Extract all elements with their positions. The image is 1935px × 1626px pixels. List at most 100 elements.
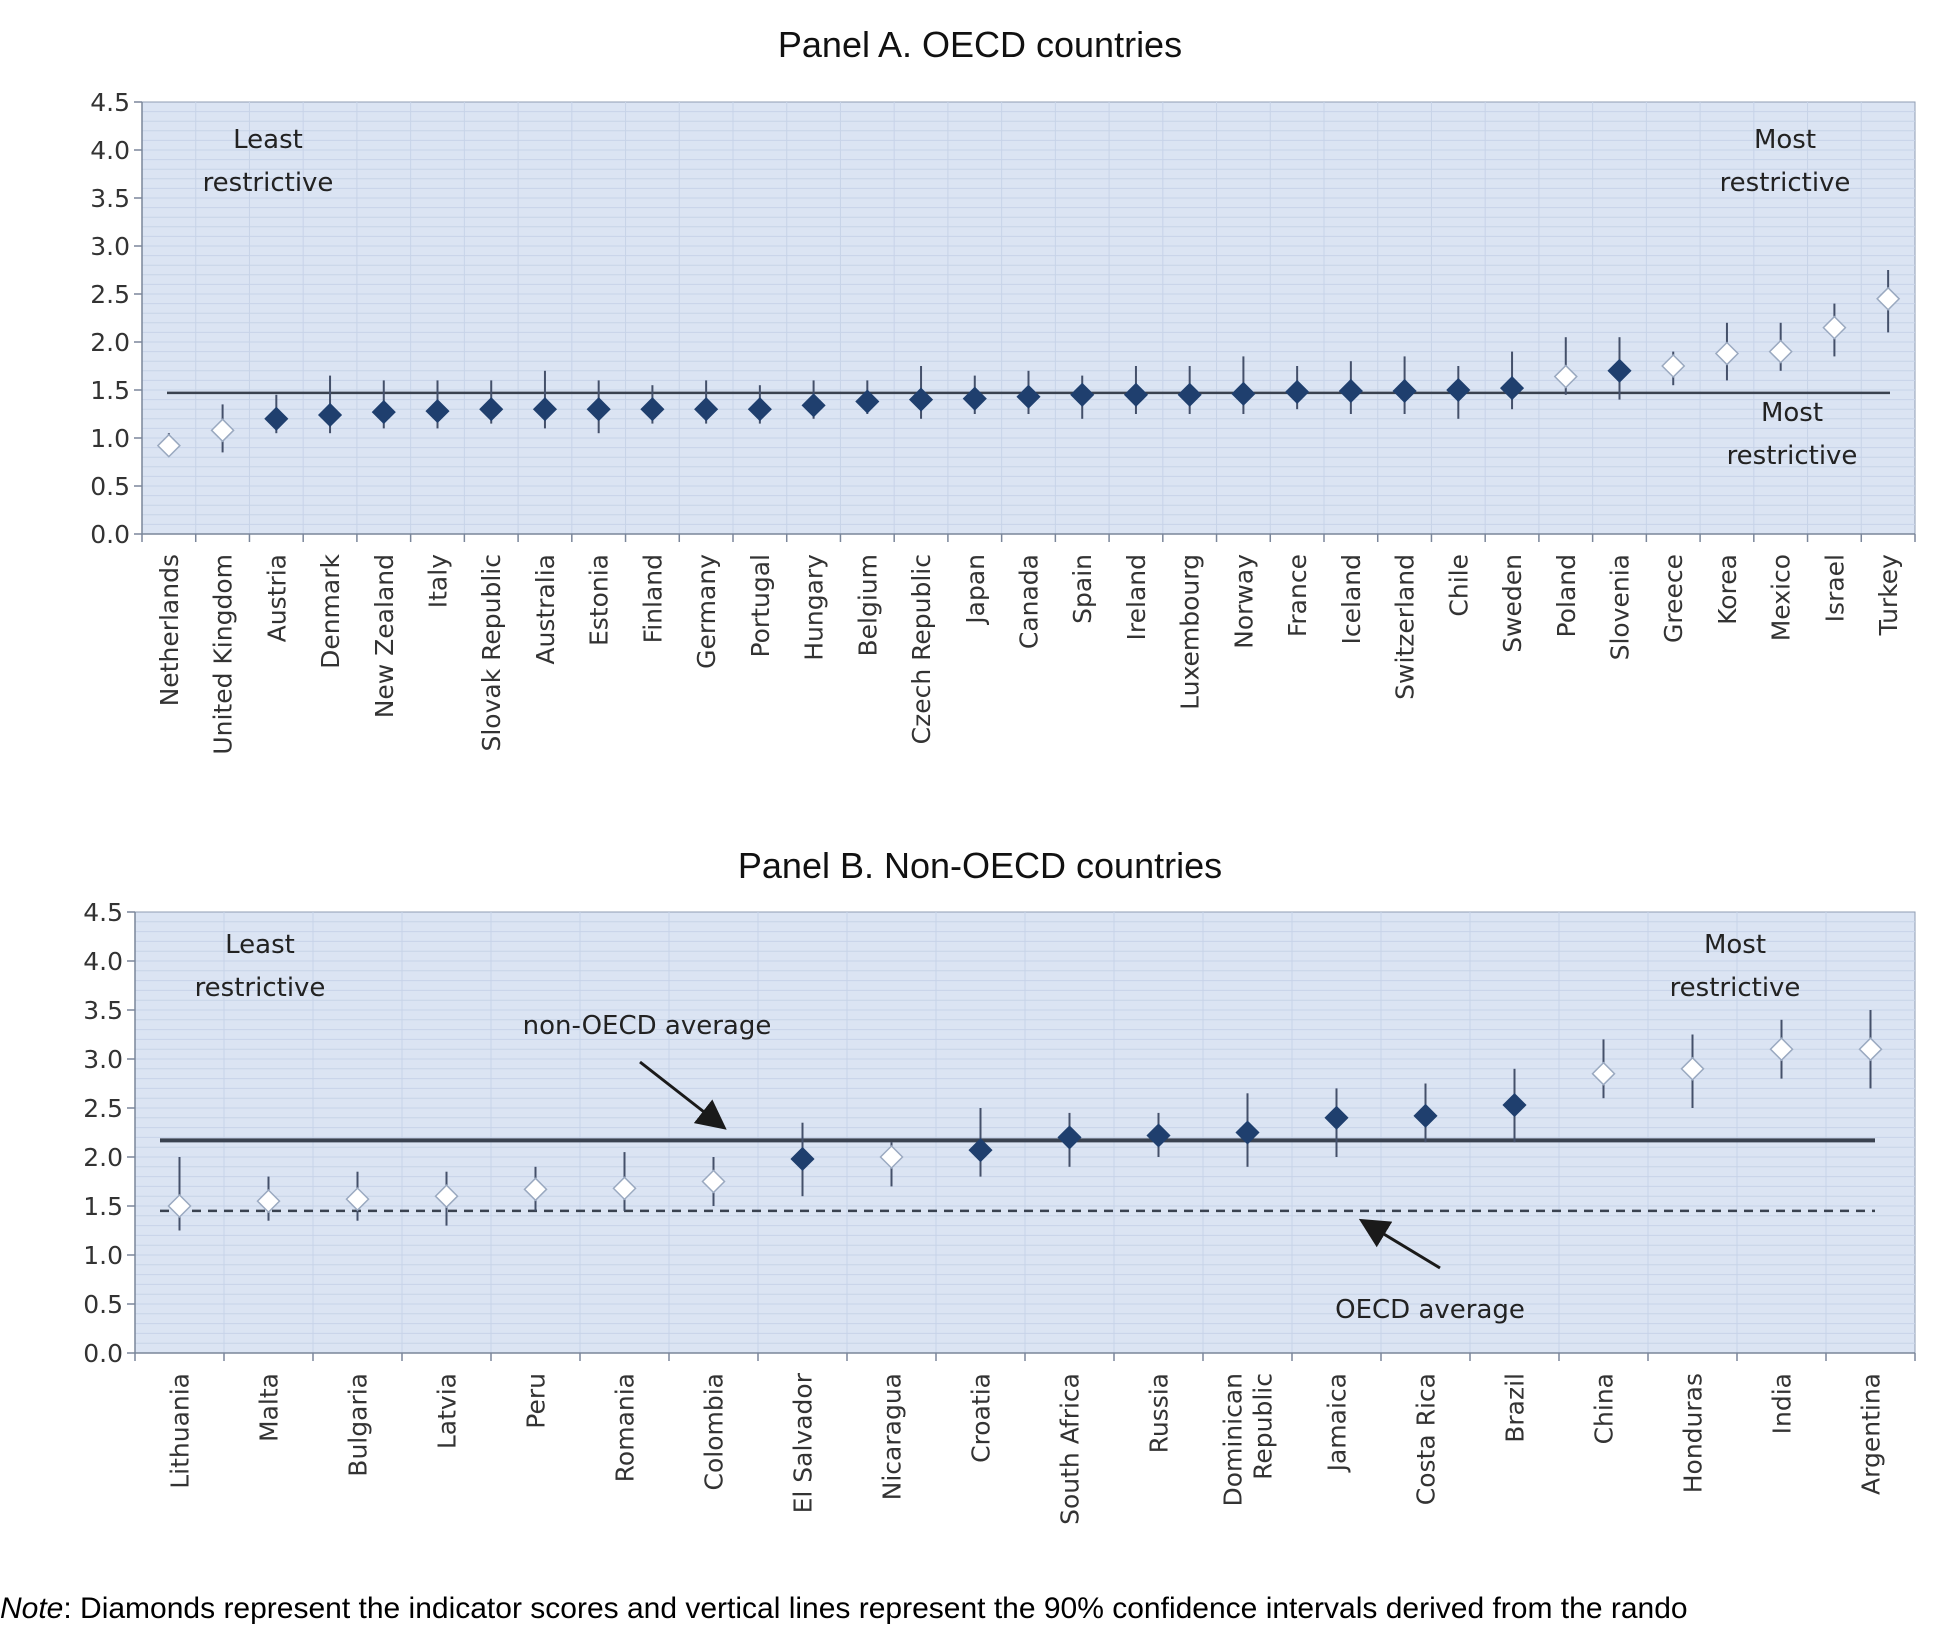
x-tick-label: Lithuania <box>166 1373 195 1489</box>
x-tick-label: Dominican <box>1219 1373 1248 1507</box>
x-tick-label: Romania <box>611 1373 640 1482</box>
y-tick-label: 2.0 <box>90 328 130 357</box>
non-oecd-average-label: non-OECD average <box>523 1011 772 1041</box>
data-point <box>1146 1123 1171 1148</box>
data-point <box>317 402 343 428</box>
y-tick-label: 3.5 <box>90 184 130 213</box>
y-tick-label: 0.5 <box>83 1290 123 1319</box>
x-tick-label: Korea <box>1713 554 1742 625</box>
data-point <box>1392 378 1417 404</box>
data-point <box>962 386 987 411</box>
data-point <box>1123 382 1149 407</box>
data-point <box>1769 1037 1794 1062</box>
least-restrictive-label: restrictive <box>203 168 334 198</box>
y-tick-label: 4.5 <box>83 898 123 927</box>
data-point <box>1714 341 1740 366</box>
x-tick-label: Denmark <box>316 553 345 668</box>
grid-lines <box>135 912 1915 1353</box>
x-tick-label: China <box>1590 1373 1619 1444</box>
data-point <box>694 397 719 422</box>
x-tick-label: Greece <box>1659 554 1688 643</box>
panel-b-points <box>167 1010 1883 1231</box>
data-point <box>801 393 826 418</box>
x-tick-label: Austria <box>262 554 291 642</box>
x-tick-label: India <box>1768 1373 1797 1434</box>
y-tick-label: 2.5 <box>83 1094 123 1123</box>
data-point <box>1553 364 1578 389</box>
x-tick-label: Canada <box>1015 554 1044 649</box>
x-tick-label: Australia <box>531 554 560 665</box>
non-oecd-average-arrow <box>639 1060 727 1130</box>
data-point <box>434 1184 459 1209</box>
x-tick-label: El Salvador <box>789 1372 818 1513</box>
x-tick-label: Luxembourg <box>1176 554 1205 710</box>
y-tick-label: 4.0 <box>83 947 123 976</box>
y-tick-label: 2.5 <box>90 280 130 309</box>
x-tick-label: Republic <box>1249 1373 1278 1480</box>
data-point <box>855 389 880 414</box>
most-restrictive-label: restrictive <box>1727 441 1858 471</box>
data-point <box>1338 378 1363 404</box>
data-point <box>586 397 611 422</box>
x-tick-label: Germany <box>692 554 721 669</box>
data-point <box>479 397 504 422</box>
data-point <box>1231 381 1256 406</box>
y-axis: 0.0 0.5 1.0 1.5 2.0 2.5 3.0 3.5 4.0 4.5 <box>90 88 143 549</box>
y-tick-label: 4.0 <box>90 136 130 165</box>
data-point <box>1413 1103 1438 1128</box>
data-point <box>1822 315 1847 340</box>
data-point <box>264 406 289 431</box>
data-point <box>908 387 934 412</box>
y-tick-label: 3.0 <box>90 232 130 261</box>
x-tick-label: Spain <box>1068 554 1097 624</box>
x-tick-label: Hungary <box>800 554 829 661</box>
y-tick-label: 0.5 <box>90 472 130 501</box>
y-tick-label: 1.5 <box>83 1192 123 1221</box>
data-point <box>1016 384 1041 409</box>
note-text: : Diamonds represent the indicator score… <box>63 1592 1688 1625</box>
least-restrictive-label: Least <box>233 125 303 155</box>
data-point <box>968 1138 993 1163</box>
panel-a-points <box>156 270 1901 458</box>
panel-a-title: Panel A. OECD countries <box>777 24 1183 65</box>
x-axis: Netherlands United Kingdom Austria Denmark N… <box>141 533 1916 755</box>
most-restrictive-label: Most <box>1761 398 1823 428</box>
data-point <box>1661 353 1686 379</box>
x-tick-label: Sweden <box>1498 554 1527 653</box>
data-point <box>1285 379 1310 404</box>
data-point <box>701 1169 726 1194</box>
y-tick-label: 0.0 <box>90 520 130 549</box>
data-point <box>1768 339 1793 364</box>
data-point <box>1876 286 1901 311</box>
data-point <box>790 1146 815 1172</box>
x-tick-label: Switzerland <box>1391 554 1420 700</box>
most-restrictive-label: Most <box>1704 930 1766 960</box>
most-restrictive-label: restrictive <box>1670 973 1801 1003</box>
data-point <box>425 399 450 424</box>
panel-a-annotations: Least restrictive Most restrictive Most restr… <box>203 125 1858 471</box>
data-point <box>1177 382 1202 407</box>
y-tick-label: 1.0 <box>90 424 130 453</box>
x-tick-label: Japan <box>961 554 990 626</box>
x-tick-label: Italy <box>424 554 453 608</box>
x-tick-label: Croatia <box>967 1373 996 1463</box>
x-tick-label: Slovenia <box>1606 554 1635 660</box>
data-point <box>1446 377 1471 403</box>
y-tick-label: 1.5 <box>90 376 130 405</box>
oecd-average-label: OECD average <box>1335 1295 1525 1325</box>
y-tick-label: 0.0 <box>83 1339 123 1368</box>
data-point <box>532 397 558 422</box>
x-tick-label: Jamaica <box>1323 1373 1352 1473</box>
x-tick-label: Belgium <box>853 554 882 657</box>
data-point <box>1680 1056 1705 1081</box>
y-tick-label: 3.5 <box>83 996 123 1025</box>
x-tick-label: United Kingdom <box>209 554 238 755</box>
least-restrictive-label: restrictive <box>195 973 326 1003</box>
data-point <box>1070 382 1095 407</box>
y-axis: 0.0 0.5 1.0 1.5 2.0 2.5 3.0 3.5 4.0 4.5 <box>83 898 136 1368</box>
most-restrictive-label: Most <box>1754 125 1816 155</box>
data-point <box>523 1177 548 1202</box>
data-point <box>1858 1037 1883 1062</box>
data-point <box>1591 1061 1616 1086</box>
data-point <box>156 433 181 458</box>
